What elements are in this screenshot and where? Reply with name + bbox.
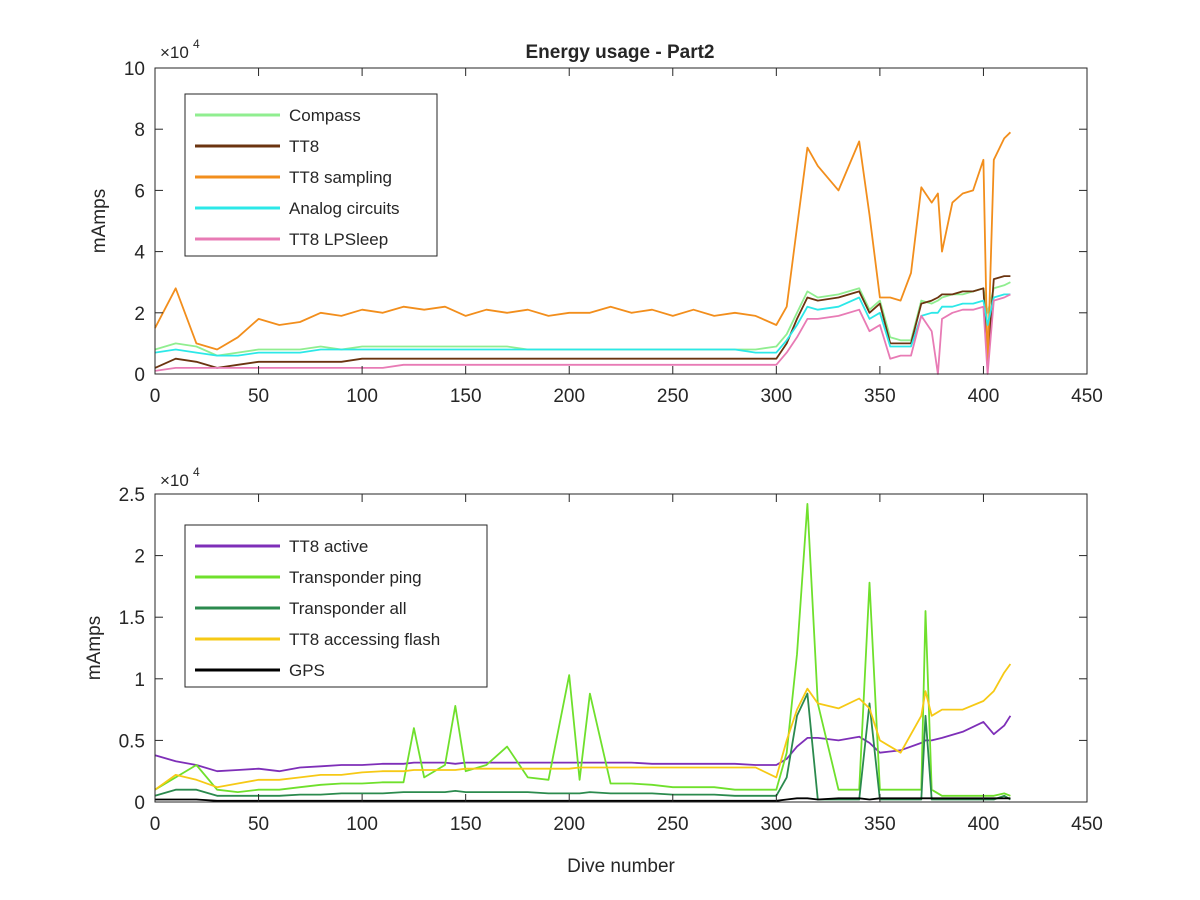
top-legend-box [184, 93, 438, 257]
bottom-series-line-2 [154, 692, 1011, 801]
top-x-tick-label: 250 [657, 386, 689, 407]
bottom-x-tick-label: 150 [450, 814, 482, 835]
bottom-x-tick-label: 300 [760, 814, 792, 835]
top-series-line-3 [154, 293, 1011, 357]
top-x-tick-label: 0 [150, 386, 161, 407]
bottom-axes-box [154, 493, 1088, 803]
top-y-tick-label: 0 [134, 365, 145, 386]
bottom-series-line-4 [155, 797, 1011, 802]
bottom-y-exponent-base: ×10 [160, 471, 189, 490]
top-y-exponent-base: ×10 [160, 43, 189, 62]
top-y-tick-label: 2 [134, 304, 145, 325]
top-y-exponent-power: 4 [193, 37, 200, 51]
top-legend: Compass TT8 TT8 sampling Analog circuits TT8… [184, 93, 438, 257]
top-y-axis-label: mAmps [89, 189, 110, 253]
top-series-line-2 [154, 131, 1012, 369]
bottom-y-tick-label: 0 [134, 793, 145, 814]
top-x-tick-label: 200 [553, 386, 585, 407]
bottom-y-tick-label: 2.5 [119, 485, 145, 506]
top-x-tick-label: 400 [968, 386, 1000, 407]
top-legend-label-3: Analog circuits [289, 199, 400, 218]
bottom-series-line-1 [154, 502, 1011, 797]
top-legend-label-0: Compass [289, 106, 361, 125]
bottom-legend-label-0: TT8 active [289, 537, 368, 556]
top-x-tick-label: 450 [1071, 386, 1103, 407]
bottom-y-tick-label: 1.5 [119, 608, 145, 629]
top-y-tick-label: 4 [134, 243, 145, 264]
top-series-line-1 [154, 275, 1011, 369]
bottom-legend-label-3: TT8 accessing flash [289, 630, 440, 649]
bottom-x-tick-label: 450 [1071, 814, 1103, 835]
top-y-tick-label: 6 [134, 181, 145, 202]
top-axes-box [154, 67, 1088, 375]
top-legend-label-1: TT8 [289, 137, 319, 156]
top-x-tick-label: 300 [760, 386, 792, 407]
top-y-tick-label: 8 [134, 120, 145, 141]
bottom-y-tick-label: 2 [134, 547, 145, 568]
bottom-x-tick-label: 200 [553, 814, 585, 835]
bottom-y-tick-label: 0.5 [119, 731, 145, 752]
top-x-tick-label: 100 [346, 386, 378, 407]
bottom-y-exponent-power: 4 [193, 465, 200, 479]
top-series-lines [154, 131, 1012, 375]
bottom-x-tick-label: 250 [657, 814, 689, 835]
bottom-series-lines [154, 502, 1012, 802]
bottom-y-axis-label: mAmps [84, 616, 105, 680]
bottom-x-tick-label: 100 [346, 814, 378, 835]
top-x-tick-label: 150 [450, 386, 482, 407]
bottom-legend-label-2: Transponder all [289, 599, 407, 618]
top-chart: 0 50 100 150 200 250 300 350 400 450 0 2 4 6 8 10 ×10 4… [89, 37, 1103, 407]
top-legend-label-2: TT8 sampling [289, 168, 392, 187]
figure-title: Energy usage - Part2 [525, 42, 714, 63]
bottom-y-tick-label: 1 [134, 670, 145, 691]
top-x-tick-label: 350 [864, 386, 896, 407]
top-x-tick-label: 50 [248, 386, 269, 407]
bottom-chart: 0 50 100 150 200 250 300 350 400 45000.511.522.5 … [84, 465, 1103, 877]
bottom-axis-ticks: 0 50 100 150 200 250 300 350 400 450 0 0.5 1 1.5 2 2.5 [119, 485, 1103, 835]
bottom-x-tick-label: 0 [150, 814, 161, 835]
bottom-legend: TT8 active Transponder ping Transponder al… [184, 524, 488, 688]
bottom-series-line-0 [154, 715, 1012, 773]
bottom-legend-label-1: Transponder ping [289, 568, 422, 587]
top-series-line-4 [154, 293, 1011, 375]
bottom-x-axis-label: Dive number [567, 856, 675, 877]
bottom-x-tick-label: 50 [248, 814, 269, 835]
top-axis-ticks: 0 50 100 150 200 250 300 350 400 450 0 2 4 6 8 10 [124, 59, 1103, 407]
bottom-series-line-3 [154, 663, 1012, 791]
bottom-legend-label-4: GPS [289, 661, 325, 680]
top-legend-label-4: TT8 LPSleep [289, 230, 388, 249]
top-y-tick-label: 10 [124, 59, 145, 80]
bottom-x-tick-label: 400 [968, 814, 1000, 835]
bottom-legend-box [184, 524, 488, 688]
bottom-x-tick-label: 350 [864, 814, 896, 835]
